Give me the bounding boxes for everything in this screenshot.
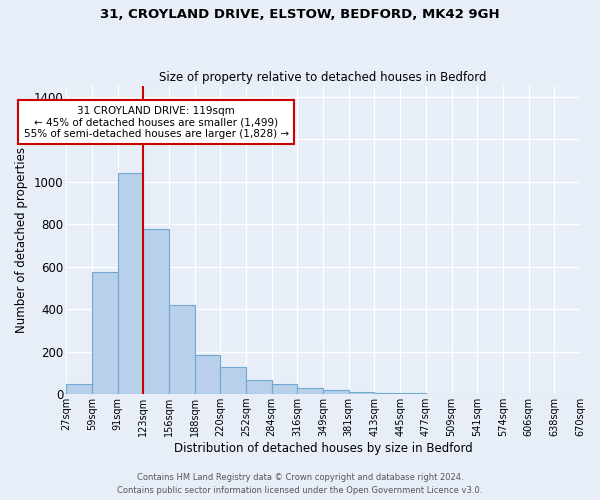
X-axis label: Distribution of detached houses by size in Bedford: Distribution of detached houses by size … (174, 442, 472, 455)
Text: Contains HM Land Registry data © Crown copyright and database right 2024.
Contai: Contains HM Land Registry data © Crown c… (118, 474, 482, 495)
Text: 31 CROYLAND DRIVE: 119sqm
← 45% of detached houses are smaller (1,499)
55% of se: 31 CROYLAND DRIVE: 119sqm ← 45% of detac… (23, 106, 289, 139)
Y-axis label: Number of detached properties: Number of detached properties (15, 147, 28, 333)
Bar (194, 355, 220, 394)
Bar (143, 230, 169, 394)
Bar (66, 384, 92, 394)
Bar (374, 393, 400, 394)
Bar (323, 390, 349, 394)
Bar (92, 272, 118, 394)
Bar (272, 384, 298, 394)
Bar (169, 305, 194, 394)
Bar (400, 393, 426, 394)
Bar (118, 173, 143, 394)
Bar (220, 366, 246, 394)
Text: 31, CROYLAND DRIVE, ELSTOW, BEDFORD, MK42 9GH: 31, CROYLAND DRIVE, ELSTOW, BEDFORD, MK4… (100, 8, 500, 20)
Bar (246, 380, 272, 394)
Title: Size of property relative to detached houses in Bedford: Size of property relative to detached ho… (160, 70, 487, 84)
Bar (349, 392, 374, 394)
Bar (298, 388, 323, 394)
